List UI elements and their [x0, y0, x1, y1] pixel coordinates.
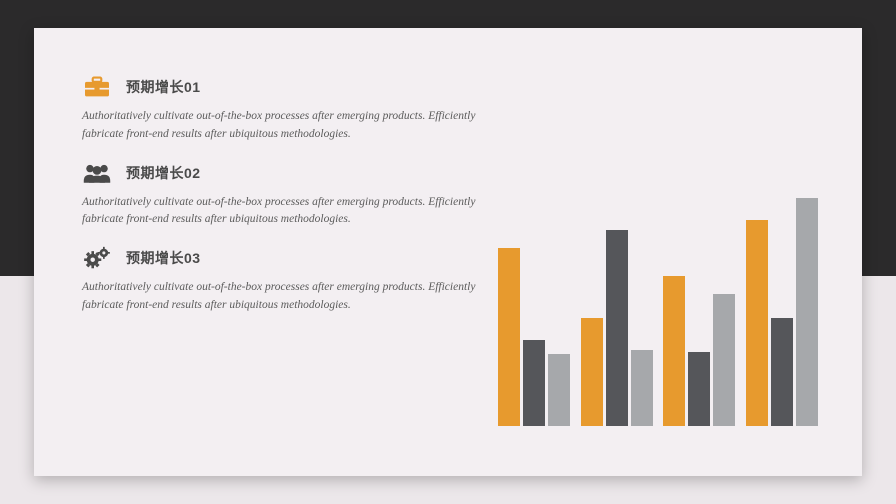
bar	[548, 354, 570, 426]
item-body: Authoritatively cultivate out-of-the-box…	[82, 192, 480, 230]
bar-chart-area	[498, 176, 818, 426]
bar-cluster-4	[746, 198, 818, 426]
item-title: 预期增长02	[126, 163, 201, 183]
bar	[663, 276, 685, 426]
left-column: 预期增长01 Authoritatively cultivate out-of-…	[82, 74, 480, 446]
bar	[606, 230, 628, 426]
item-title: 预期增长01	[126, 77, 201, 97]
item-head: 预期增长02	[82, 160, 480, 186]
item-body: Authoritatively cultivate out-of-the-box…	[82, 106, 480, 144]
bar-cluster-1	[498, 248, 570, 426]
item-body: Authoritatively cultivate out-of-the-box…	[82, 277, 480, 315]
bar	[688, 352, 710, 426]
growth-item-3: 预期增长03 Authoritatively cultivate out-of-…	[82, 245, 480, 315]
users-icon	[82, 160, 112, 186]
bar	[713, 294, 735, 426]
bar-chart	[498, 114, 818, 446]
growth-item-1: 预期增长01 Authoritatively cultivate out-of-…	[82, 74, 480, 144]
item-title: 预期增长03	[126, 248, 201, 268]
item-head: 预期增长01	[82, 74, 480, 100]
bar	[796, 198, 818, 426]
gears-icon	[82, 245, 112, 271]
bar	[498, 248, 520, 426]
briefcase-icon	[82, 74, 112, 100]
item-head: 预期增长03	[82, 245, 480, 271]
bar-cluster-2	[581, 230, 653, 426]
growth-item-2: 预期增长02 Authoritatively cultivate out-of-…	[82, 160, 480, 230]
bar-cluster-3	[663, 276, 735, 426]
bar	[581, 318, 603, 426]
bar	[523, 340, 545, 426]
slide-card: 预期增长01 Authoritatively cultivate out-of-…	[34, 28, 862, 476]
bar	[746, 220, 768, 426]
bar	[771, 318, 793, 426]
bar	[631, 350, 653, 426]
